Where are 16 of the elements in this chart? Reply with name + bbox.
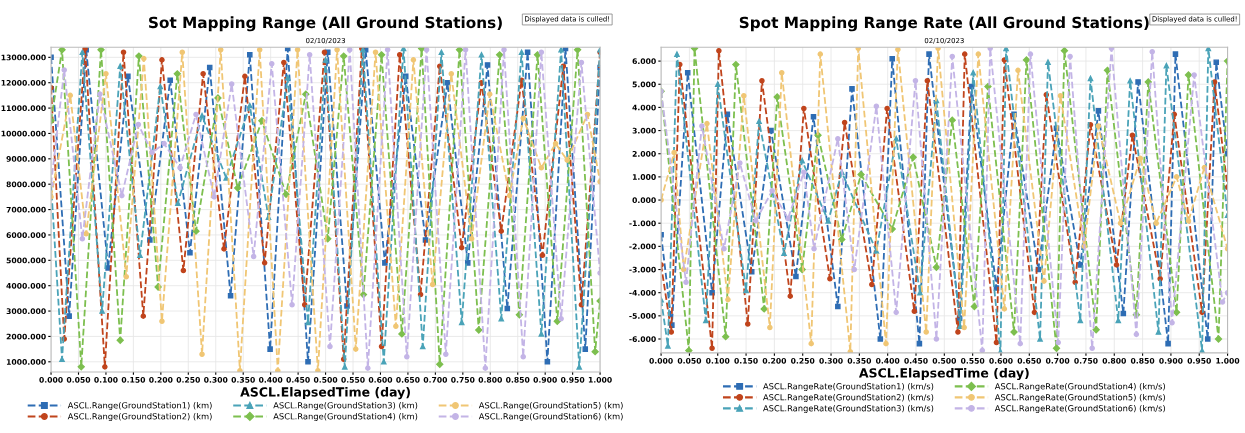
legend-label: ASCL.RangeRate(GroundStation6) (km/s) [994,404,1165,413]
legend-label: ASCL.RangeRate(GroundStation2) (km/s) [763,393,934,403]
legend-label: ASCL.Range(GroundStation2) (km) [67,413,212,422]
legend-label: ASCL.RangeRate(GroundStation4) (km/s) [994,382,1165,392]
x-axis-title: ASCL.ElapsedTime (day) [858,367,1029,381]
chart-title: Sot Mapping Range (All Ground Stations) [149,16,502,32]
legend-label: ASCL.Range(GroundStation3) (km) [273,402,418,411]
legend-label: ASCL.RangeRate(GroundStation3) (km/s) [763,404,934,413]
legend-label: ASCL.Range(GroundStation5) (km) [478,402,623,411]
legend-label: ASCL.RangeRate(GroundStation5) (km/s) [994,393,1165,403]
chart-title: Spot Mapping Range Rate (All Ground Stations) [739,16,1149,32]
x-axis-title: ASCL.ElapsedTime (day) [240,386,410,400]
legend-label: ASCL.RangeRate(GroundStation1) (km/s) [763,382,934,392]
legend-label: ASCL.Range(GroundStation4) (km) [273,413,418,422]
legend-label: ASCL.Range(GroundStation1) (km) [67,402,212,411]
legend-label: ASCL.Range(GroundStation6) (km) [478,413,623,422]
